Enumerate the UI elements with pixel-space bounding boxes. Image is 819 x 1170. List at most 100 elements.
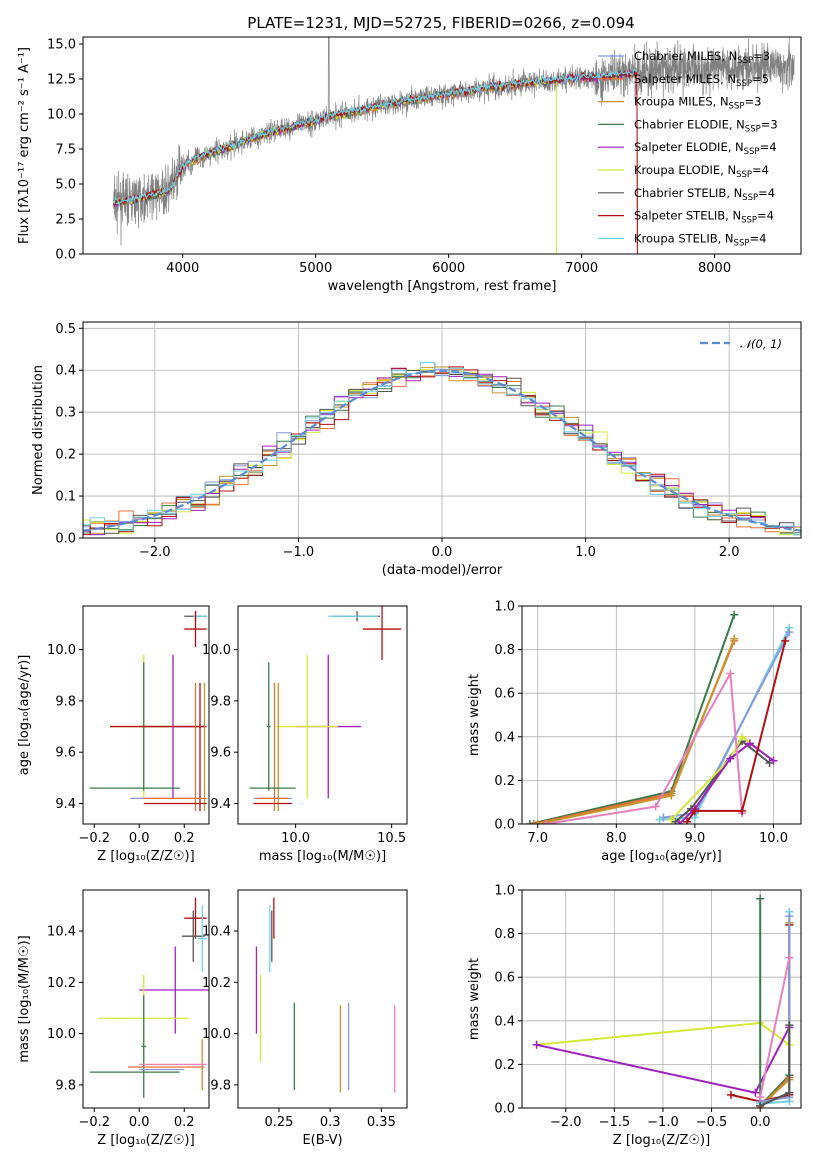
weight-marker [756,1093,765,1102]
y-tick-label: 0.0 [55,248,76,263]
y-tick-label: 0.6 [494,687,515,702]
plot-area-mass_vs_Z [89,897,209,1098]
gaussian-legend-label: 𝒩(0, 1) [740,337,782,351]
weight-marker [769,756,778,765]
x-tick-label: 0.35 [367,1115,396,1130]
x-tick-label: −1.0 [283,545,315,560]
weight-marker [667,791,676,800]
legend-entry: Salpeter ELODIE, NSSP=4 [634,140,777,157]
figure-title: PLATE=1231, MJD=52725, FIBERID=0266, z=0… [247,14,634,32]
y-axis-label: Flux [fλ10⁻¹⁷ erg cm⁻² s⁻¹ A⁻¹] [17,47,32,244]
y-tick-label: 9.6 [55,746,76,761]
y-tick-label: 0.2 [494,1058,515,1073]
residual-histogram-8 [83,362,801,536]
weight-marker [785,1021,794,1030]
x-axis-label: E(B-V) [302,1133,342,1148]
x-axis-label: Z [log₁₀(Z/Z☉)] [97,1133,194,1148]
y-tick-label: 9.8 [55,1078,76,1093]
y-tick-label: 2.5 [55,213,76,228]
axes-frame [521,605,802,825]
weight-marker [541,820,550,824]
y-tick-label: 12.5 [47,73,76,88]
y-tick-label: 1.0 [494,600,515,615]
x-tick-label: 1.0 [575,545,596,560]
weight-line [686,640,787,823]
gaussian-curve [83,369,801,532]
x-tick-label: 5000 [299,261,332,276]
y-tick-label: 10.2 [47,976,76,991]
y-tick-label: 0.5 [55,322,76,337]
y-tick-label: 9.4 [55,797,76,812]
x-tick-label: 10.0 [281,831,310,846]
plot-area-residuals [83,362,801,536]
weight-marker [726,669,735,678]
y-tick-label: 9.4 [210,797,231,812]
model-line-3 [113,70,638,206]
x-tick-label: 0.25 [264,1115,293,1130]
model-line-7 [113,70,638,254]
weight-marker [785,628,794,637]
y-tick-label: 0.0 [55,532,76,547]
y-tick-label: 10.0 [47,643,76,658]
x-tick-label: −0.2 [78,1115,110,1130]
y-tick-label: 10.4 [47,925,76,940]
weight-line [659,627,791,821]
weight-marker [675,820,684,824]
x-tick-label: 0.2 [174,1115,195,1130]
x-tick-label: 7000 [565,261,598,276]
weight-marker [726,754,735,763]
y-tick-label: 7.5 [55,143,76,158]
weight-line [759,957,791,1098]
x-tick-label: −2.0 [550,1115,582,1130]
axes-mass_vs_Z: −0.2 0.0 0.2 9.8 10.0 10.2 10.4 Z [log₁₀(Z/Z☉)]… [17,889,210,1148]
model-line-0 [113,69,638,208]
weight-marker [785,1088,794,1097]
weight-marker [529,820,538,824]
y-tick-label: 0.0 [494,1102,515,1117]
axes-age_vs_Z: −0.2 0.0 0.2 9.4 9.6 9.8 10.0 Z [log₁₀(Z/Z☉)] ag… [17,605,210,864]
weight-line [674,739,771,823]
weight-marker [533,820,542,824]
legend-entry: Chabrier ELODIE, NSSP=3 [634,117,778,134]
plot-area-age_vs_mass [249,606,402,812]
weight-marker [751,1088,760,1097]
model-line-8 [113,68,638,206]
weight-marker [730,610,739,619]
weight-marker [781,636,790,645]
y-axis-label: mass weight [467,958,482,1040]
y-tick-label: 0.2 [494,774,515,789]
plot-area-weight_vs_Z [532,894,794,1108]
weight-marker [785,912,794,921]
y-tick-label: 0.2 [55,448,76,463]
axes-frame [237,605,408,825]
axes-spectrum: 4000 5000 6000 7000 8000 0.0 2.5 5.0 7.5 10.0 12.5… [17,36,802,294]
x-tick-label: 0.0 [129,831,150,846]
plot-area-age_vs_Z [89,611,207,812]
x-axis-label: Z [log₁₀(Z/Z☉)] [97,849,194,864]
model-line-6 [113,69,638,205]
weight-marker [730,634,739,643]
weight-marker [738,806,747,815]
legend-entry: Kroupa STELIB, NSSP=4 [634,231,766,248]
x-tick-label: 0.0 [750,1115,771,1130]
weight-marker [667,815,676,824]
x-tick-label: 0.3 [320,1115,341,1130]
y-tick-label: 1.0 [494,884,515,899]
weight-marker [756,894,765,903]
x-axis-label: age [log₁₀(age/yr)] [601,849,722,864]
y-tick-label: 0.4 [494,730,515,745]
x-tick-label: 8000 [698,261,731,276]
x-tick-label: −2.0 [139,545,171,560]
y-axis-label: mass [log₁₀(M/M☉)] [17,935,32,1062]
weight-marker [532,1040,541,1049]
legend-entry: Kroupa MILES, NSSP=3 [634,95,761,112]
y-tick-label: 0.4 [55,364,76,379]
x-axis-label: wavelength [Angstrom, rest frame] [328,279,557,294]
axes-mass_vs_EBV: 0.25 0.3 0.35 9.8 10.0 10.2 10.4 E(B-V) [202,889,408,1148]
weight-marker [738,732,747,741]
plot-area-spectrum [113,37,795,254]
y-tick-label: 0.6 [494,971,515,986]
residual-histogram-0 [83,368,801,536]
y-tick-label: 10.0 [202,1027,231,1042]
